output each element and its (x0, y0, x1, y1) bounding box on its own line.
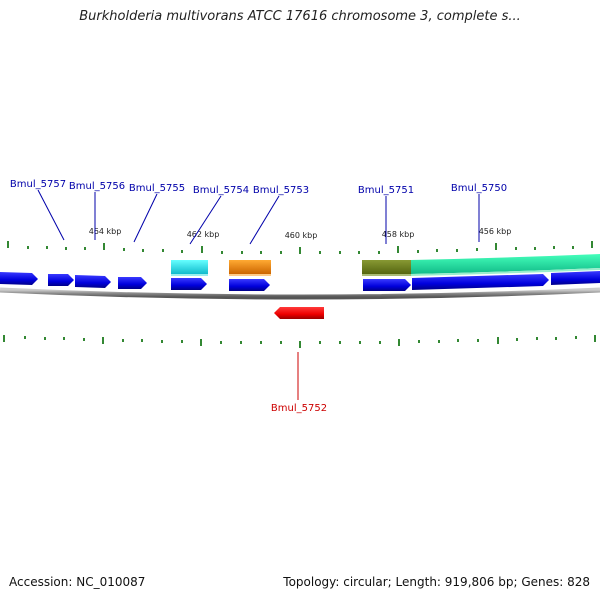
map-title: Burkholderia multivorans ATCC 17616 chro… (79, 9, 521, 24)
scale-ticks-top (7, 241, 593, 254)
gene-label-bmul-5756[interactable]: Bmul_5756 (69, 181, 125, 192)
accession-text: Accession: NC_010087 (9, 575, 146, 589)
gene-label-bmul-5752[interactable]: Bmul_5752 (271, 403, 327, 414)
cds-arrow[interactable] (48, 274, 74, 286)
cds-arrow[interactable] (118, 277, 147, 289)
gene-label-bmul-5751[interactable]: Bmul_5751 (358, 185, 414, 196)
feature-bar-cyan[interactable] (171, 260, 208, 274)
cds-arrow[interactable] (412, 274, 549, 290)
cds-arrow[interactable] (363, 279, 411, 291)
feature-track (171, 254, 600, 276)
gene-label-bmul-5750[interactable]: Bmul_5750 (451, 183, 507, 194)
topology-summary: Topology: circular; Length: 919,806 bp; … (283, 575, 590, 589)
scale-ticks-bottom (3, 335, 596, 348)
label-leaders (37, 189, 480, 400)
cds-arrow[interactable] (0, 272, 38, 285)
feature-bar-green[interactable] (411, 254, 600, 274)
chromosome-backbone (0, 287, 600, 300)
gene-label-bmul-5755[interactable]: Bmul_5755 (129, 183, 185, 194)
feature-bar-orange[interactable] (229, 260, 271, 274)
scale-label-458: 458 kbp (382, 230, 415, 239)
cds-arrow[interactable] (551, 271, 600, 285)
cds-arrow-reverse[interactable] (274, 307, 324, 319)
gene-label-bmul-5754[interactable]: Bmul_5754 (193, 185, 249, 196)
scale-label-456: 456 kbp (479, 227, 512, 236)
gene-label-bmul-5757[interactable]: Bmul_5757 (10, 179, 66, 190)
scale-label-460: 460 kbp (285, 231, 318, 240)
cds-arrow[interactable] (171, 278, 207, 290)
scale-label-462: 462 kbp (187, 230, 220, 239)
feature-bar-olive[interactable] (362, 260, 411, 274)
gene-label-bmul-5753[interactable]: Bmul_5753 (253, 185, 309, 196)
cds-arrow[interactable] (75, 275, 111, 288)
forward-cds-track (0, 271, 600, 291)
cds-arrow[interactable] (229, 279, 270, 291)
scale-label-464: 464 kbp (89, 227, 122, 236)
